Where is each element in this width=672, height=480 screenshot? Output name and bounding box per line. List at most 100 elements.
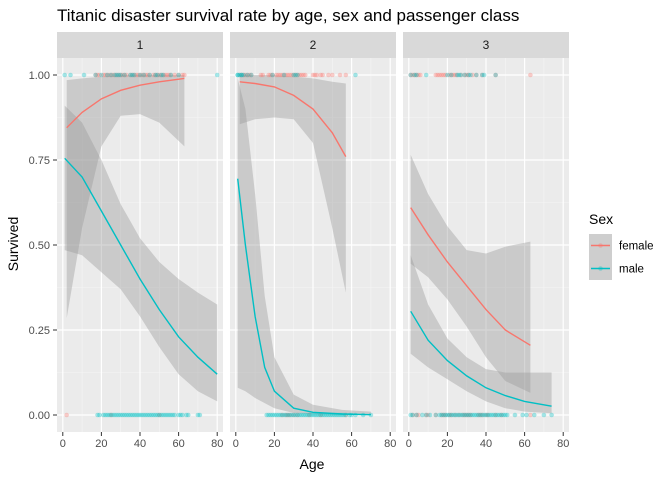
point-female-died: [475, 412, 481, 418]
legend-label-male: male: [619, 264, 644, 276]
point-male-died: [172, 412, 178, 418]
point-male-died: [420, 412, 425, 418]
point-female-survived: [275, 72, 281, 78]
point-male-died: [147, 412, 152, 418]
point-male-died: [485, 412, 491, 418]
point-male-survived: [454, 72, 460, 78]
point-male-died: [162, 412, 168, 418]
point-male-died: [427, 412, 433, 418]
point-male-died: [272, 412, 277, 418]
x-tick-label: 20: [268, 438, 280, 450]
point-female-died: [456, 412, 462, 418]
y-tick-label: 1.00: [29, 70, 50, 82]
x-tick-label: 20: [95, 438, 107, 450]
x-tick-label: 0: [233, 438, 239, 450]
point-female-died: [441, 412, 446, 418]
point-female-survived: [248, 72, 254, 78]
point-female-survived: [448, 72, 454, 78]
point-female-died: [295, 412, 300, 418]
point-female-died: [493, 412, 498, 418]
facet-panel-1: 1 0 20 40 60 80: [57, 32, 223, 450]
point-male-died: [487, 412, 493, 418]
point-male-died: [277, 412, 283, 418]
point-female-survived: [293, 72, 298, 78]
point-male-died: [301, 412, 306, 418]
point-male-died: [531, 412, 537, 418]
fit-line-female: [410, 207, 531, 346]
point-male-died: [160, 412, 166, 418]
point-female-survived: [112, 72, 118, 78]
point-male-survived: [493, 72, 498, 78]
point-female-survived: [435, 72, 441, 78]
x-axis-title: Age: [300, 456, 325, 472]
point-male-died: [157, 412, 162, 418]
point-male-survived: [108, 72, 114, 78]
point-male-survived: [93, 72, 98, 78]
point-female-survived: [439, 72, 444, 78]
confidence-band-male: [64, 105, 218, 402]
point-female-died: [448, 412, 454, 418]
y-tick-label: 0.50: [29, 240, 50, 252]
point-male-survived: [248, 72, 254, 78]
point-male-died: [304, 412, 310, 418]
point-female-survived: [337, 72, 343, 78]
point-male-survived: [68, 72, 73, 78]
point-male-died: [281, 412, 287, 418]
point-male-died: [368, 412, 374, 418]
point-female-survived: [131, 72, 137, 78]
point-female-survived: [120, 72, 125, 78]
point-male-died: [472, 412, 477, 418]
point-female-survived: [145, 72, 151, 78]
point-male-survived: [62, 72, 68, 78]
point-male-survived: [235, 72, 241, 78]
point-male-died: [264, 412, 269, 418]
point-male-died: [466, 412, 471, 418]
point-male-died: [452, 412, 458, 418]
point-female-survived: [268, 72, 273, 78]
point-female-died: [410, 412, 415, 418]
point-male-survived: [158, 72, 164, 78]
point-female-survived: [289, 72, 295, 78]
point-female-died: [483, 412, 489, 418]
point-male-died: [274, 412, 279, 418]
point-female-survived: [116, 72, 122, 78]
point-male-died: [448, 412, 454, 418]
point-female-survived: [302, 72, 308, 78]
point-male-died: [524, 412, 529, 418]
point-male-died: [308, 412, 314, 418]
point-male-survived: [445, 72, 450, 78]
facet-strip: [403, 32, 569, 58]
point-male-died: [503, 412, 508, 418]
point-male-died: [474, 412, 479, 418]
point-male-survived: [104, 72, 110, 78]
point-female-survived: [283, 72, 289, 78]
point-male-survived: [245, 72, 250, 78]
point-male-survived: [176, 72, 181, 78]
point-male-survived: [462, 72, 468, 78]
point-female-died: [287, 412, 293, 418]
point-male-died: [454, 412, 460, 418]
point-female-survived: [318, 72, 324, 78]
point-male-died: [491, 412, 497, 418]
point-male-died: [320, 412, 325, 418]
point-male-died: [158, 412, 164, 418]
point-male-survived: [114, 72, 120, 78]
point-female-survived: [320, 72, 325, 78]
point-male-died: [549, 412, 554, 418]
point-male-survived: [270, 72, 275, 78]
point-male-died: [104, 412, 110, 418]
point-male-died: [460, 412, 466, 418]
point-female-died: [157, 412, 162, 418]
point-female-survived: [97, 72, 102, 78]
point-male-died: [141, 412, 147, 418]
point-female-died: [423, 412, 429, 418]
fit-line-male: [410, 310, 552, 407]
point-male-died: [153, 412, 158, 418]
point-male-died: [316, 412, 322, 418]
point-female-survived: [270, 72, 275, 78]
point-female-survived: [155, 72, 160, 78]
point-male-survived: [118, 72, 123, 78]
point-male-died: [166, 412, 172, 418]
point-male-died: [180, 412, 185, 418]
